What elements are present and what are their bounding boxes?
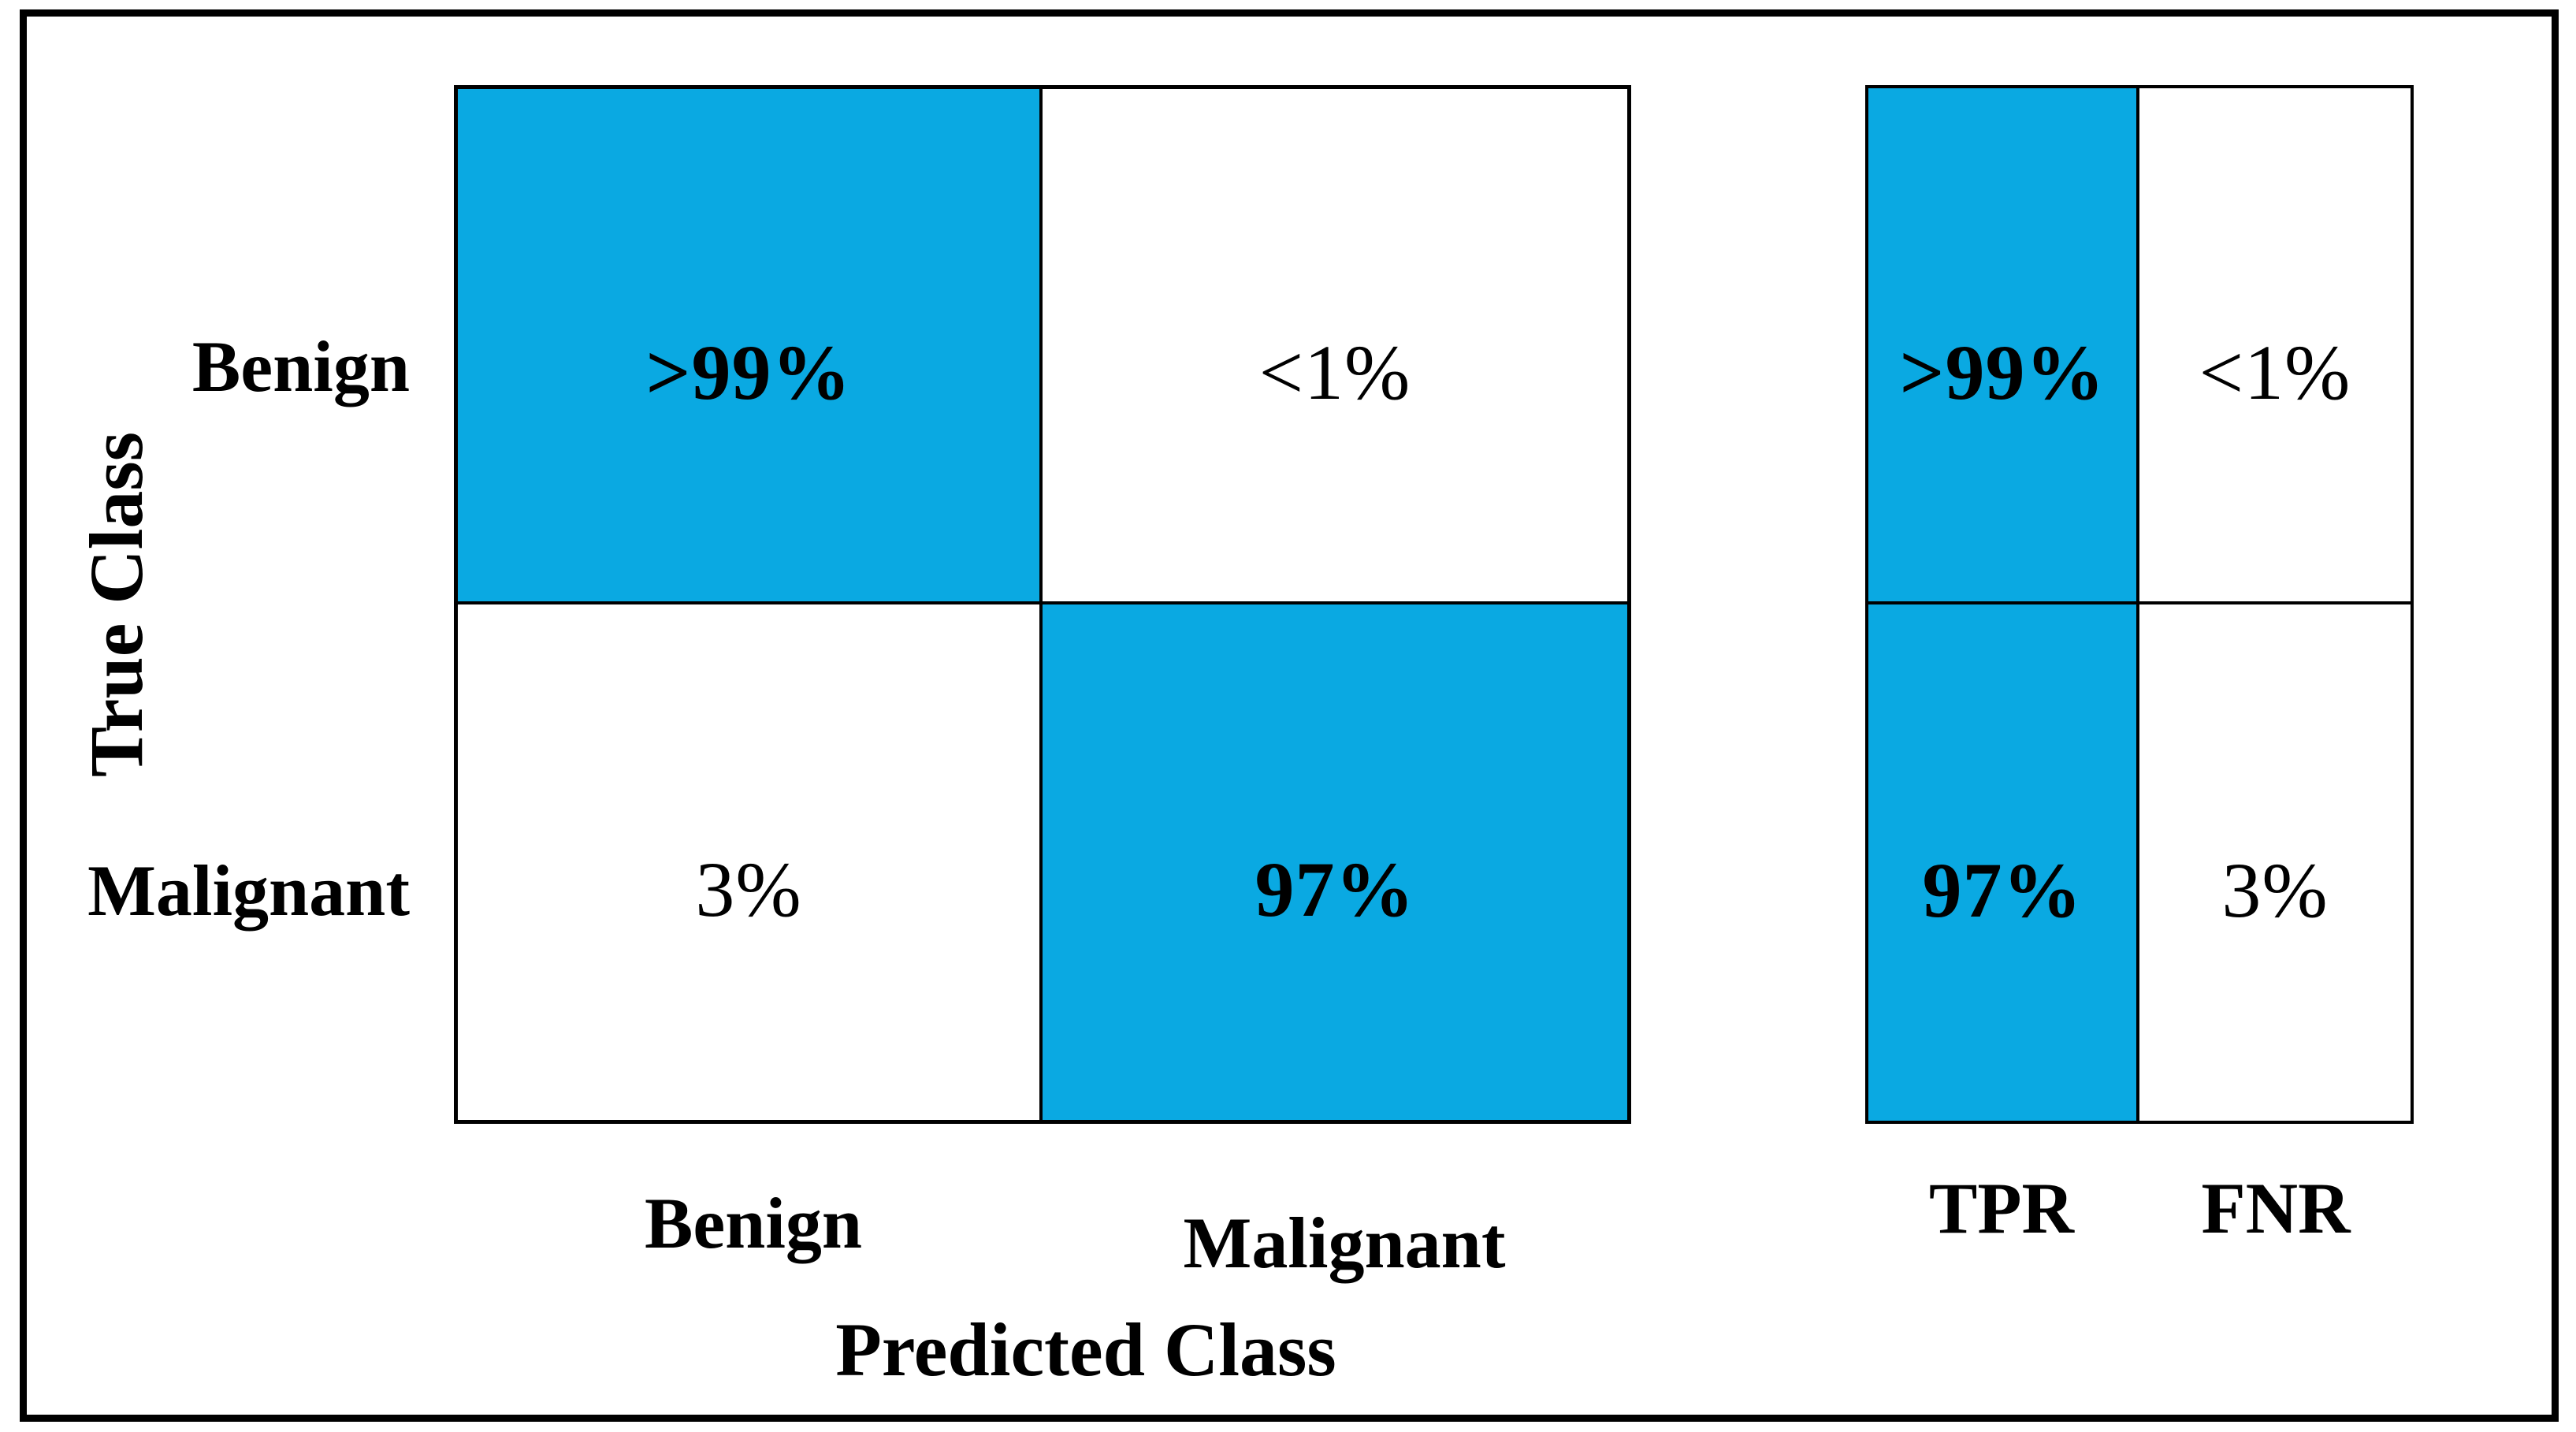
rates-panel: >99% <1% 97% 3% bbox=[1865, 85, 2414, 1124]
cell-value-benign-tpr: >99% bbox=[1899, 328, 2106, 416]
col-label-benign: Benign bbox=[644, 1183, 863, 1263]
cell-value-true-benign-pred-malignant: <1% bbox=[1258, 329, 1411, 416]
row-label-malignant: Malignant bbox=[87, 850, 410, 931]
col-label-tpr: TPR bbox=[1929, 1168, 2074, 1248]
cell-true-malignant-pred-malignant: 97% bbox=[1043, 604, 1627, 1120]
cell-malignant-fnr: 3% bbox=[2139, 604, 2411, 1121]
cell-true-benign-pred-malignant: <1% bbox=[1043, 89, 1627, 604]
cell-value-malignant-fnr: 3% bbox=[2221, 846, 2329, 934]
cell-value-true-benign-pred-benign: >99% bbox=[645, 329, 852, 416]
cell-value-benign-fnr: <1% bbox=[2199, 328, 2351, 416]
cell-benign-fnr: <1% bbox=[2139, 88, 2411, 604]
y-axis-title: True Class bbox=[74, 431, 158, 778]
confusion-matrix: >99% <1% 3% 97% bbox=[454, 85, 1631, 1124]
cell-malignant-tpr: 97% bbox=[1868, 604, 2139, 1121]
cell-true-benign-pred-benign: >99% bbox=[458, 89, 1043, 604]
cell-true-malignant-pred-benign: 3% bbox=[458, 604, 1043, 1120]
cell-value-true-malignant-pred-malignant: 97% bbox=[1255, 846, 1415, 933]
x-axis-title: Predicted Class bbox=[835, 1307, 1336, 1392]
cell-benign-tpr: >99% bbox=[1868, 88, 2139, 604]
cell-value-malignant-tpr: 97% bbox=[1922, 846, 2083, 934]
col-label-fnr: FNR bbox=[2201, 1168, 2351, 1248]
col-label-malignant: Malignant bbox=[1183, 1203, 1506, 1283]
row-label-benign: Benign bbox=[191, 326, 410, 407]
cell-value-true-malignant-pred-benign: 3% bbox=[695, 846, 802, 933]
